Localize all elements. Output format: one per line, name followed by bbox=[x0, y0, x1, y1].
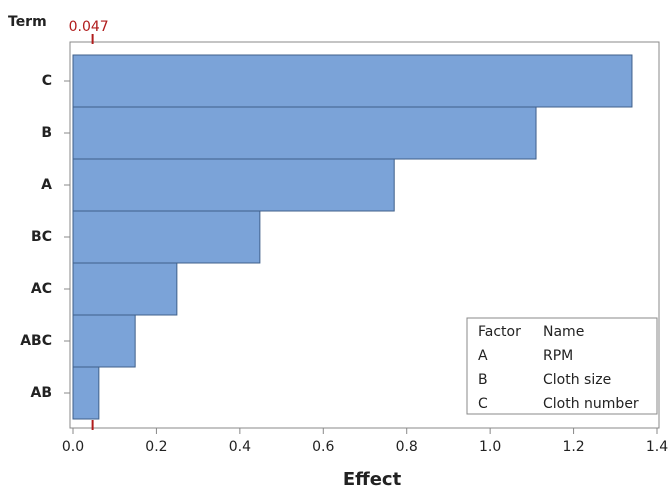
factor-table bbox=[466, 317, 658, 415]
bar bbox=[72, 106, 537, 160]
factor-table-cell: RPM bbox=[543, 348, 573, 364]
factor-table-header: Factor bbox=[478, 324, 521, 340]
x-tick-label: 1.0 bbox=[479, 439, 501, 455]
y-tick-label: AB bbox=[30, 385, 52, 401]
bar bbox=[72, 314, 136, 368]
y-tick-label: B bbox=[41, 125, 52, 141]
x-tick-label: 1.2 bbox=[562, 439, 584, 455]
x-tick-label: 0.8 bbox=[396, 439, 418, 455]
factor-table-cell: Cloth number bbox=[543, 396, 639, 412]
factor-table-cell: Cloth size bbox=[543, 372, 611, 388]
bar bbox=[72, 158, 395, 212]
y-tick-label: AC bbox=[31, 281, 52, 297]
y-tick-label: BC bbox=[31, 229, 52, 245]
x-tick-label: 0.6 bbox=[312, 439, 334, 455]
x-tick-label: 0.2 bbox=[145, 439, 167, 455]
y-tick-label: C bbox=[42, 73, 52, 89]
plot-frame bbox=[69, 41, 660, 429]
x-axis-title: Effect bbox=[343, 469, 402, 490]
factor-table-cell: B bbox=[478, 372, 488, 388]
bar bbox=[72, 210, 261, 264]
factor-table-cell: C bbox=[478, 396, 488, 412]
factor-table-cell: A bbox=[478, 348, 488, 364]
bar bbox=[72, 262, 178, 316]
bar bbox=[72, 366, 100, 420]
factor-table-header: Name bbox=[543, 324, 584, 340]
y-tick-label: A bbox=[41, 177, 52, 193]
bar bbox=[72, 54, 633, 108]
x-tick-label: 1.4 bbox=[646, 439, 668, 455]
x-tick-label: 0.0 bbox=[62, 439, 84, 455]
reference-label: 0.047 bbox=[69, 19, 109, 35]
x-tick-label: 0.4 bbox=[229, 439, 251, 455]
y-tick-label: ABC bbox=[20, 333, 52, 349]
y-axis-title: Term bbox=[8, 14, 47, 30]
